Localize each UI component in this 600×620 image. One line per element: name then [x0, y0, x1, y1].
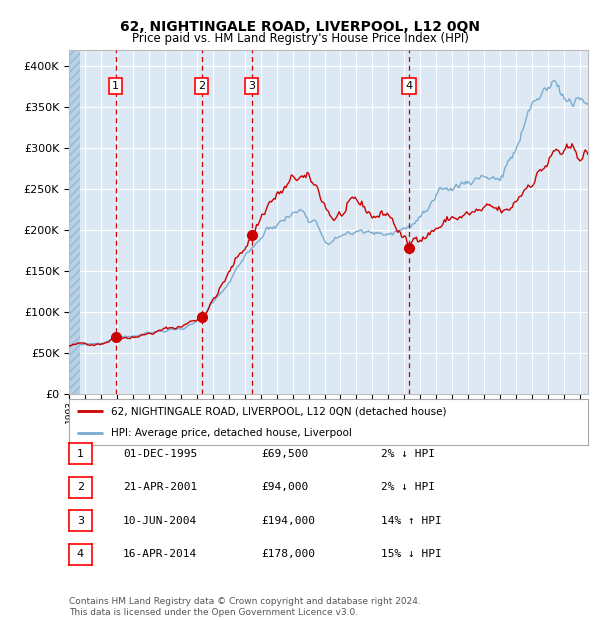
Text: £178,000: £178,000 — [261, 549, 315, 559]
Text: 62, NIGHTINGALE ROAD, LIVERPOOL, L12 0QN: 62, NIGHTINGALE ROAD, LIVERPOOL, L12 0QN — [120, 20, 480, 34]
Text: 01-DEC-1995: 01-DEC-1995 — [123, 449, 197, 459]
Text: HPI: Average price, detached house, Liverpool: HPI: Average price, detached house, Live… — [110, 428, 352, 438]
Text: 1: 1 — [77, 449, 84, 459]
Text: Price paid vs. HM Land Registry's House Price Index (HPI): Price paid vs. HM Land Registry's House … — [131, 32, 469, 45]
Bar — [69, 50, 80, 394]
Text: Contains HM Land Registry data © Crown copyright and database right 2024.
This d: Contains HM Land Registry data © Crown c… — [69, 598, 421, 617]
Text: 1: 1 — [112, 81, 119, 91]
Text: 14% ↑ HPI: 14% ↑ HPI — [381, 516, 442, 526]
Text: 2% ↓ HPI: 2% ↓ HPI — [381, 482, 435, 492]
Text: 4: 4 — [406, 81, 413, 91]
Text: £69,500: £69,500 — [261, 449, 308, 459]
Text: 62, NIGHTINGALE ROAD, LIVERPOOL, L12 0QN (detached house): 62, NIGHTINGALE ROAD, LIVERPOOL, L12 0QN… — [110, 406, 446, 416]
Text: 15% ↓ HPI: 15% ↓ HPI — [381, 549, 442, 559]
Text: £194,000: £194,000 — [261, 516, 315, 526]
Text: 16-APR-2014: 16-APR-2014 — [123, 549, 197, 559]
Text: 3: 3 — [248, 81, 255, 91]
Text: 21-APR-2001: 21-APR-2001 — [123, 482, 197, 492]
Text: 3: 3 — [77, 516, 84, 526]
Text: 2: 2 — [198, 81, 205, 91]
Text: 2: 2 — [77, 482, 84, 492]
Text: 10-JUN-2004: 10-JUN-2004 — [123, 516, 197, 526]
Text: 2% ↓ HPI: 2% ↓ HPI — [381, 449, 435, 459]
Text: 4: 4 — [77, 549, 84, 559]
Text: £94,000: £94,000 — [261, 482, 308, 492]
